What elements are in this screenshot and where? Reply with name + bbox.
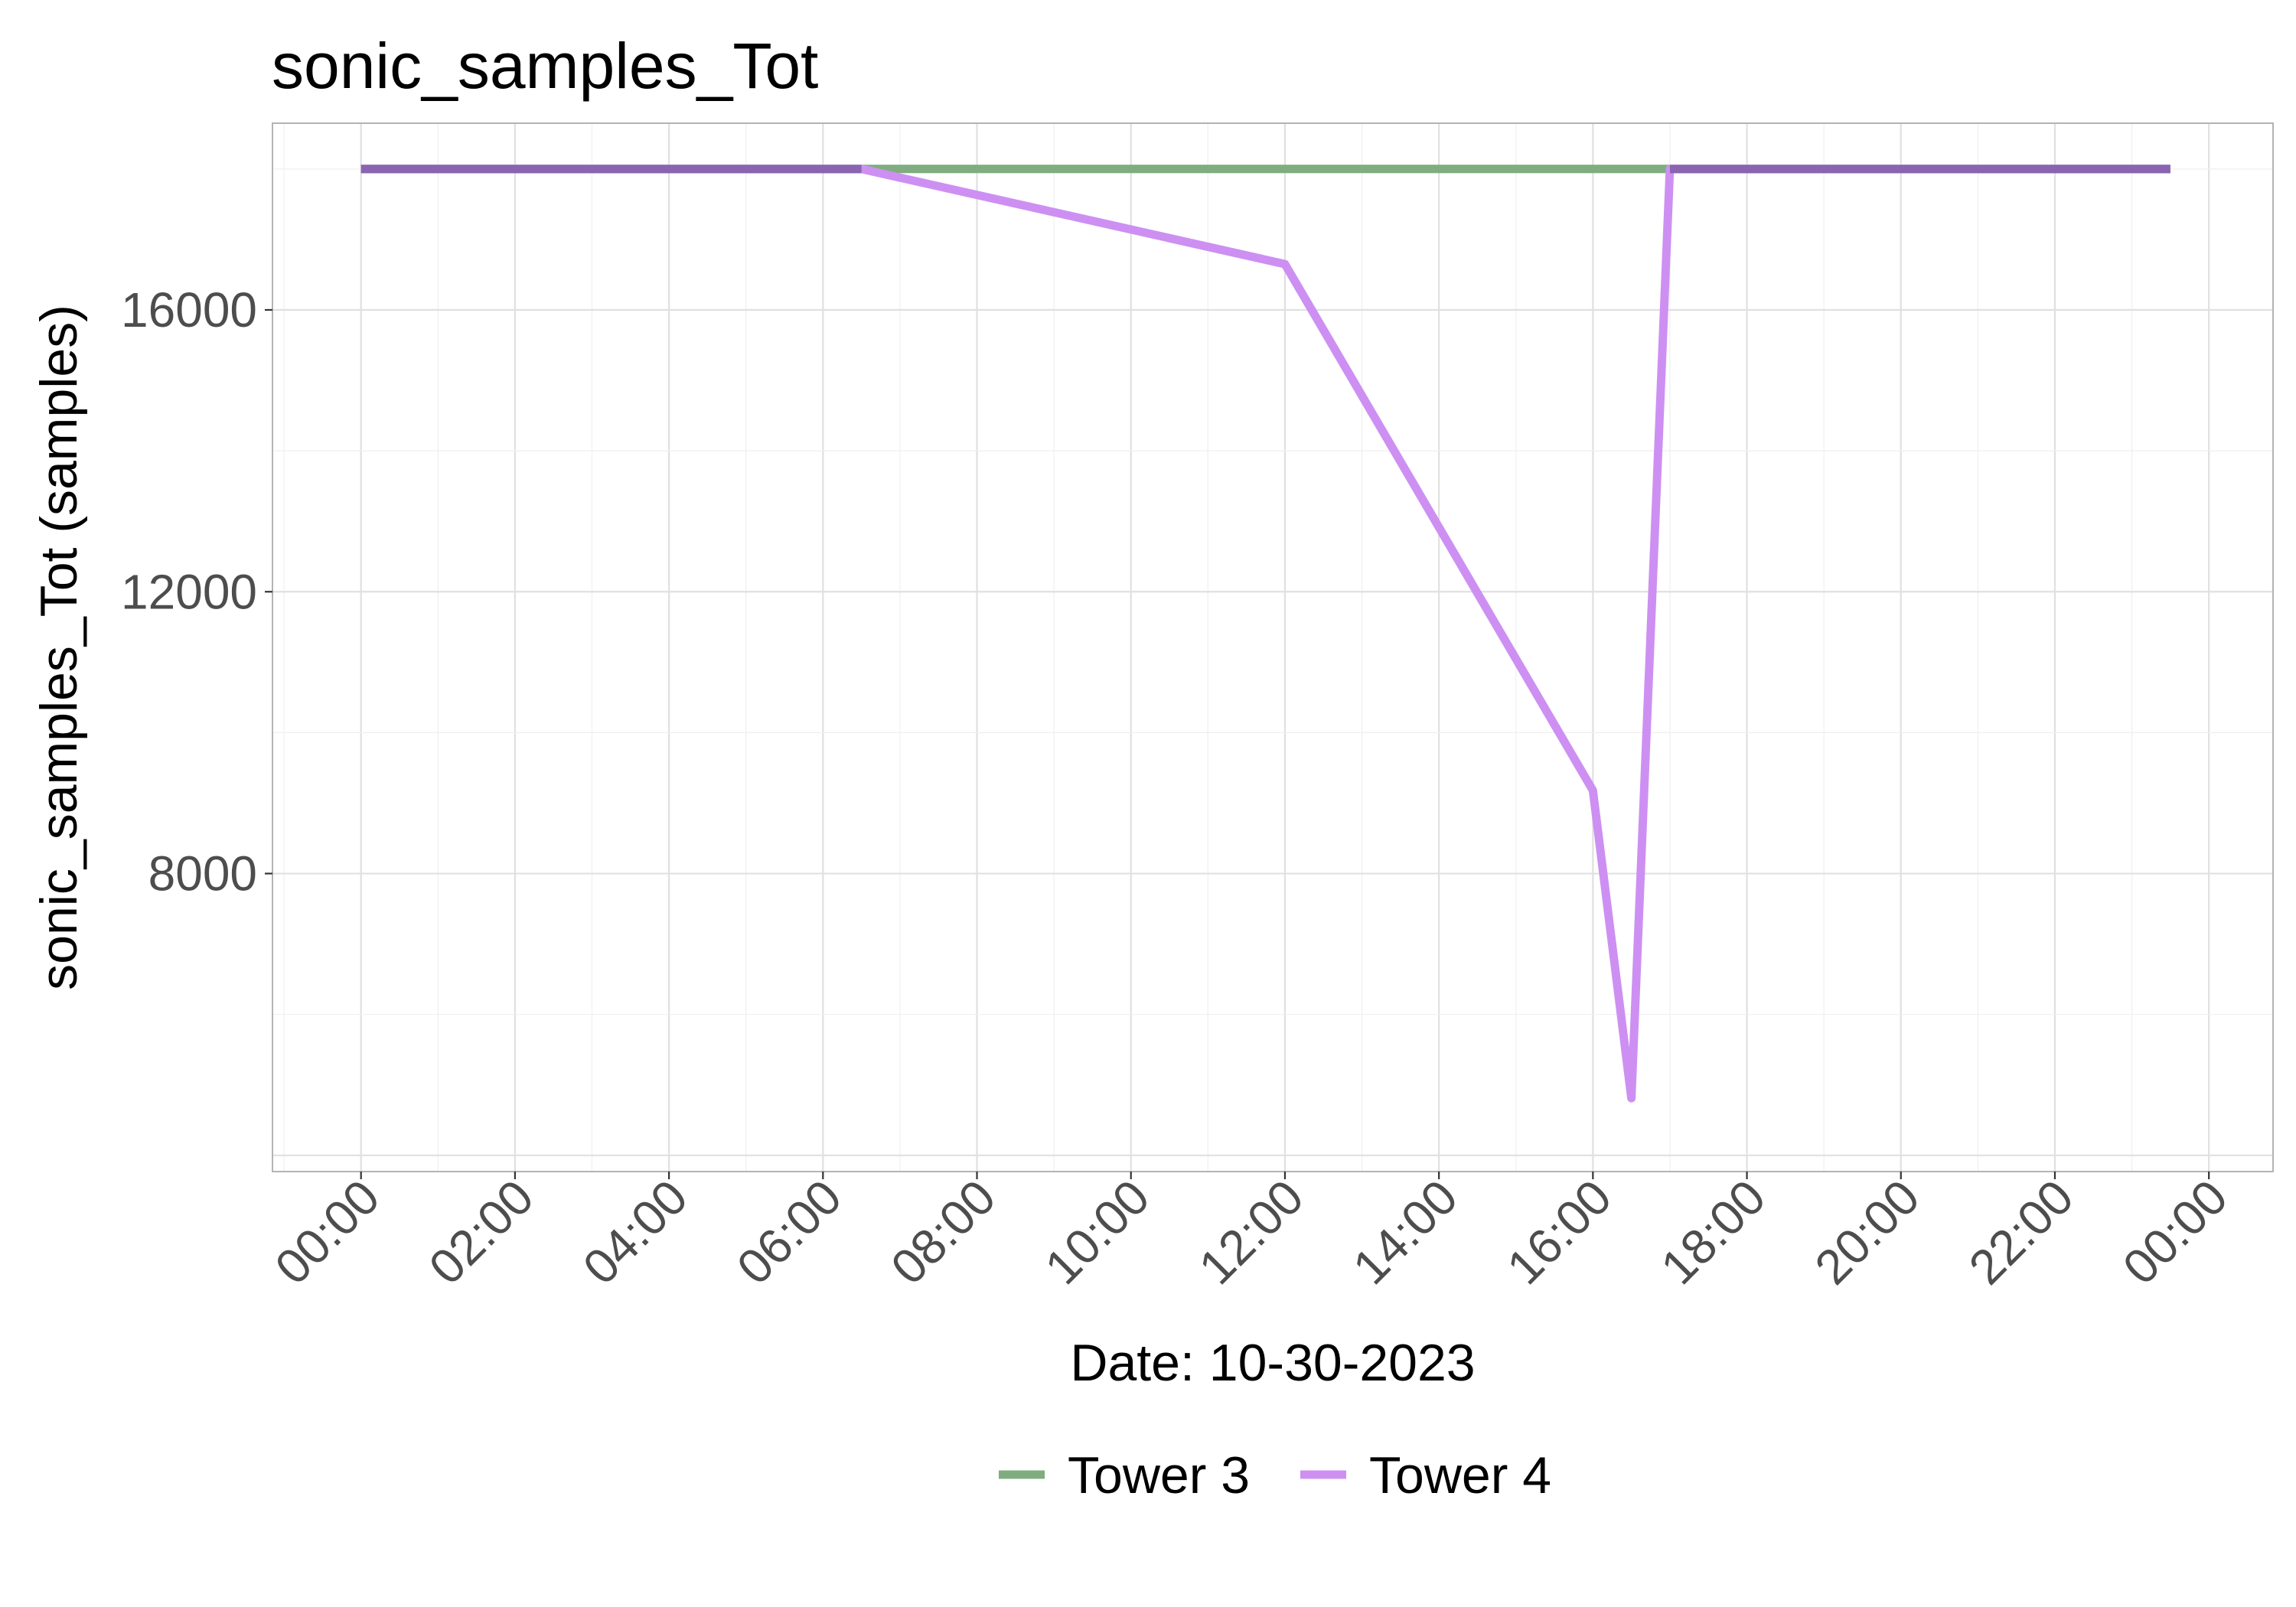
grid-lines <box>272 123 2273 1172</box>
legend-label-tower-3: Tower 3 <box>1068 1446 1250 1504</box>
plot-panel-border <box>272 122 2274 1172</box>
y-tick-label: 12000 <box>121 564 257 619</box>
y-tick-label: 8000 <box>148 846 257 901</box>
legend-item-tower-3: Tower 3 <box>999 1446 1250 1504</box>
chart-title: sonic_samples_Tot <box>272 30 818 102</box>
y-tick-label: 16000 <box>121 282 257 337</box>
x-axis-title: Date: 10-30-2023 <box>1070 1334 1475 1392</box>
legend: Tower 3 Tower 4 <box>999 1446 1551 1504</box>
series-lines <box>360 165 2170 1103</box>
y-axis-title: sonic_samples_Tot (samples) <box>30 305 88 990</box>
legend-label-tower-4: Tower 4 <box>1369 1446 1551 1504</box>
legend-item-tower-4: Tower 4 <box>1300 1446 1551 1504</box>
y-axis: 8000 12000 16000 <box>121 282 272 901</box>
